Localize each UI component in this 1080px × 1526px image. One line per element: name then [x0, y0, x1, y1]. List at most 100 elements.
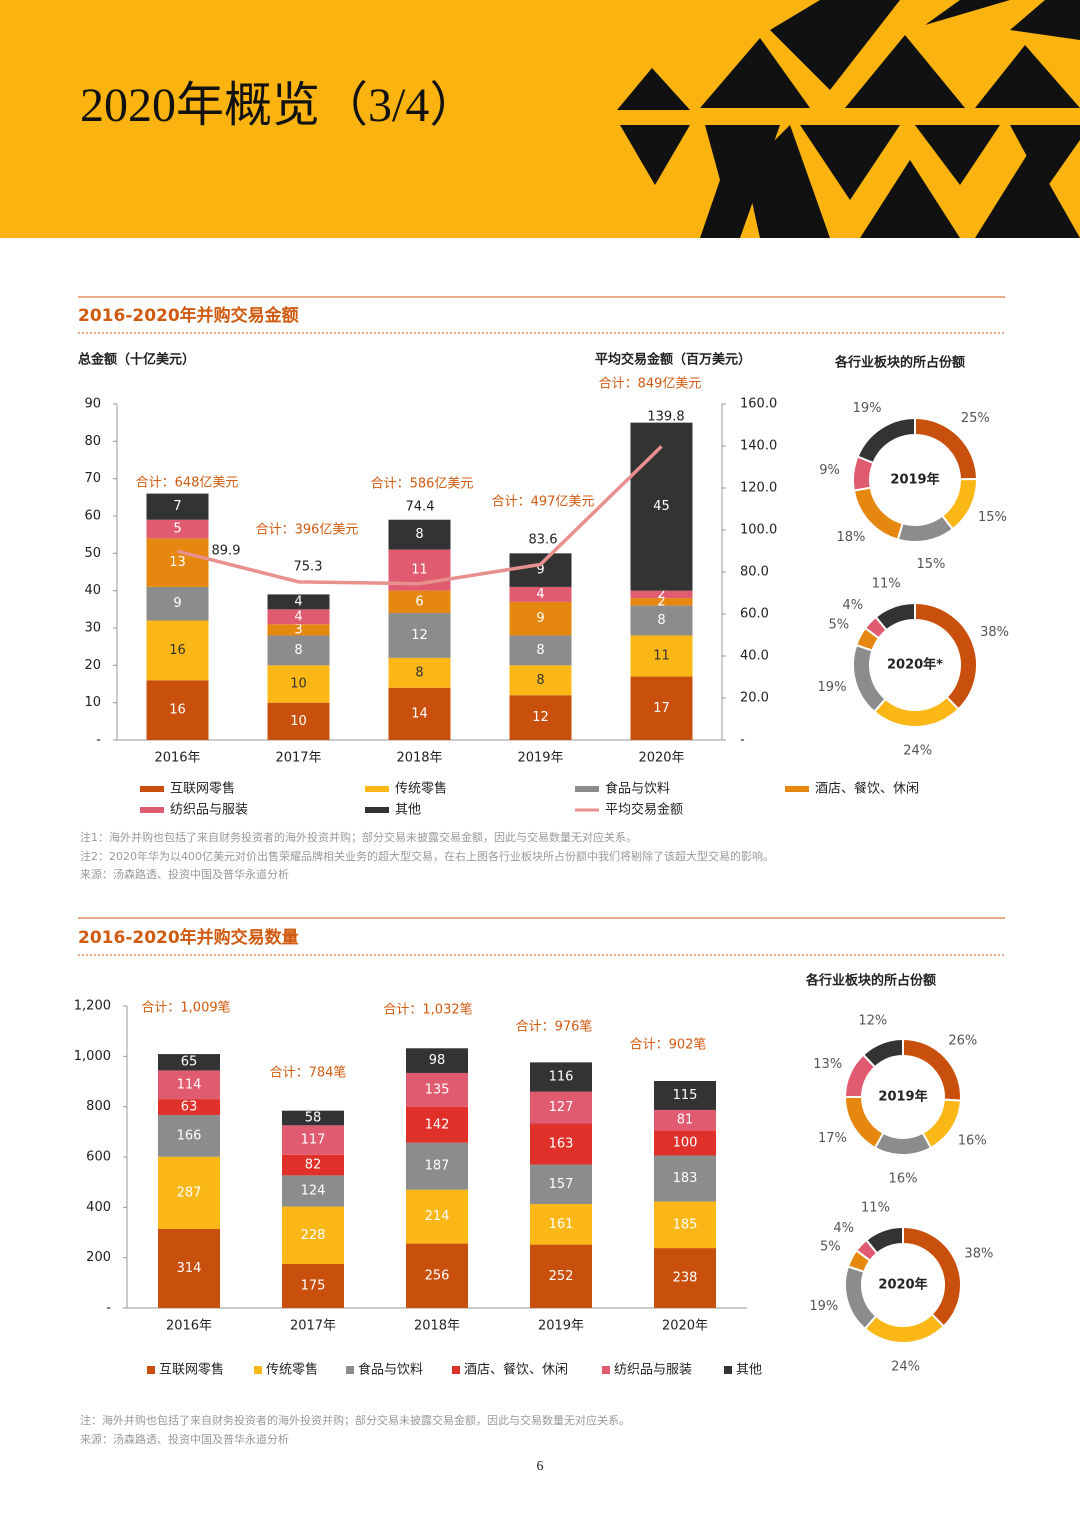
bar-segment	[388, 613, 451, 658]
legend-marker	[452, 1366, 460, 1374]
x-tick-label: 2017年	[290, 1319, 336, 1334]
bar-segment	[158, 1070, 220, 1100]
legend-label: 食品与饮料	[358, 1362, 423, 1378]
donut-value-label: 9%	[819, 463, 840, 478]
bar-segment	[630, 598, 693, 606]
y-tick-label: -	[96, 733, 101, 748]
total-label: 合计：784笔	[270, 1065, 347, 1081]
bar-value-label: 8	[415, 665, 423, 680]
donut-segment	[914, 601, 978, 711]
page-number: 6	[537, 1459, 544, 1474]
donut-segment	[864, 1225, 904, 1255]
bar-value-label: 10	[290, 714, 307, 729]
section-title: 2016-2020年并购交易金额	[78, 305, 299, 326]
bar-segment	[267, 594, 330, 610]
line-value-label: 89.9	[212, 544, 241, 559]
donut-segment	[843, 1096, 885, 1150]
bar-value-label: 45	[653, 499, 670, 514]
y-tick-label: 1,000	[74, 1049, 111, 1064]
bar-value-label: 4	[536, 587, 544, 602]
donut-segment	[852, 643, 887, 714]
bar-segment	[267, 609, 330, 625]
legend-marker	[147, 1366, 155, 1374]
y-tick-label: 1,200	[74, 999, 111, 1014]
bar-value-label: 228	[301, 1228, 326, 1243]
bar-segment	[406, 1106, 468, 1143]
donut-value-label: 11%	[861, 1200, 890, 1215]
legend-marker	[785, 786, 809, 792]
y2-tick-label: -	[740, 733, 745, 748]
y-tick-label: 50	[84, 546, 101, 561]
bar-value-label: 13	[169, 555, 186, 570]
donut-value-label: 15%	[978, 510, 1007, 525]
y-tick-label: 20	[84, 658, 101, 673]
bar-value-label: 161	[549, 1217, 574, 1232]
bar-value-label: 82	[305, 1158, 322, 1173]
y-tick-label: 400	[86, 1200, 111, 1215]
bar-segment	[158, 1228, 220, 1308]
x-tick-label: 2019年	[517, 751, 563, 766]
bar-value-label: 14	[411, 706, 428, 721]
y2-tick-label: 80.0	[740, 565, 769, 580]
y-tick-label: 10	[84, 695, 101, 710]
total-label: 合计：1,009笔	[141, 1000, 230, 1016]
bar-value-label: 100	[673, 1135, 698, 1150]
bar-value-label: 183	[673, 1171, 698, 1186]
line-value-label: 139.8	[647, 410, 684, 425]
bar-value-label: 8	[657, 613, 665, 628]
legend-label: 其他	[395, 803, 421, 818]
bar-value-label: 3	[294, 622, 302, 637]
bar-segment	[654, 1080, 716, 1110]
bar-segment	[654, 1109, 716, 1131]
bar-value-label: 8	[415, 527, 423, 542]
x-tick-label: 2018年	[414, 1319, 460, 1334]
donut-value-label: 15%	[917, 557, 946, 572]
bar-value-label: 65	[181, 1055, 198, 1070]
y-tick-label: 80	[84, 434, 101, 449]
bar-segment	[146, 620, 209, 681]
bar-value-label: 187	[425, 1159, 450, 1174]
donut-value-label: 17%	[818, 1131, 847, 1146]
bar-segment	[406, 1072, 468, 1107]
bar-value-label: 2	[657, 587, 665, 602]
donut-value-label: 24%	[891, 1359, 920, 1374]
y-tick-label: 40	[84, 583, 101, 598]
donut-value-label: 13%	[813, 1057, 842, 1072]
bar-value-label: 10	[290, 677, 307, 692]
bar-value-label: 16	[169, 643, 186, 658]
y-tick-label: 60	[84, 509, 101, 524]
donut-value-label: 12%	[858, 1013, 887, 1028]
bar-value-label: 58	[305, 1110, 322, 1125]
bar-segment	[630, 605, 693, 636]
bar-value-label: 12	[532, 710, 549, 725]
donut-value-label: 19%	[853, 401, 882, 416]
donut-title: 各行业板块的所占份额	[834, 355, 965, 371]
bar-value-label: 16	[169, 703, 186, 718]
donut-value-label: 25%	[961, 411, 990, 426]
legend-label: 互联网零售	[170, 781, 235, 797]
donut-segment	[856, 416, 916, 465]
y-tick-label: 90	[84, 397, 101, 412]
total-label: 合计：497亿美元	[492, 495, 595, 510]
bar-segment	[630, 635, 693, 677]
bar-value-label: 2	[657, 594, 665, 609]
bar-value-label: 135	[425, 1082, 450, 1097]
bar-value-label: 7	[173, 499, 181, 514]
bar-value-label: 17	[653, 701, 670, 716]
donut-title: 各行业板块的所占份额	[805, 973, 936, 989]
footnote: 注：海外并购也包括了来自财务投资者的海外投资并购；部分交易未披露交易金额，因此与…	[80, 1413, 630, 1427]
donut-segment	[874, 601, 916, 632]
legend-marker	[575, 786, 599, 792]
donut-segment	[863, 1312, 946, 1344]
y2-tick-label: 20.0	[740, 691, 769, 706]
legend-label: 平均交易金额	[605, 802, 683, 818]
x-tick-label: 2020年	[662, 1319, 708, 1334]
y2-tick-label: 160.0	[740, 397, 777, 412]
bar-segment	[630, 590, 693, 599]
bar-segment	[406, 1142, 468, 1190]
bar-value-label: 5	[173, 522, 181, 537]
donut-segment	[872, 695, 960, 728]
donut-value-label: 38%	[980, 625, 1009, 640]
total-label: 合计：1,032笔	[383, 1002, 472, 1018]
